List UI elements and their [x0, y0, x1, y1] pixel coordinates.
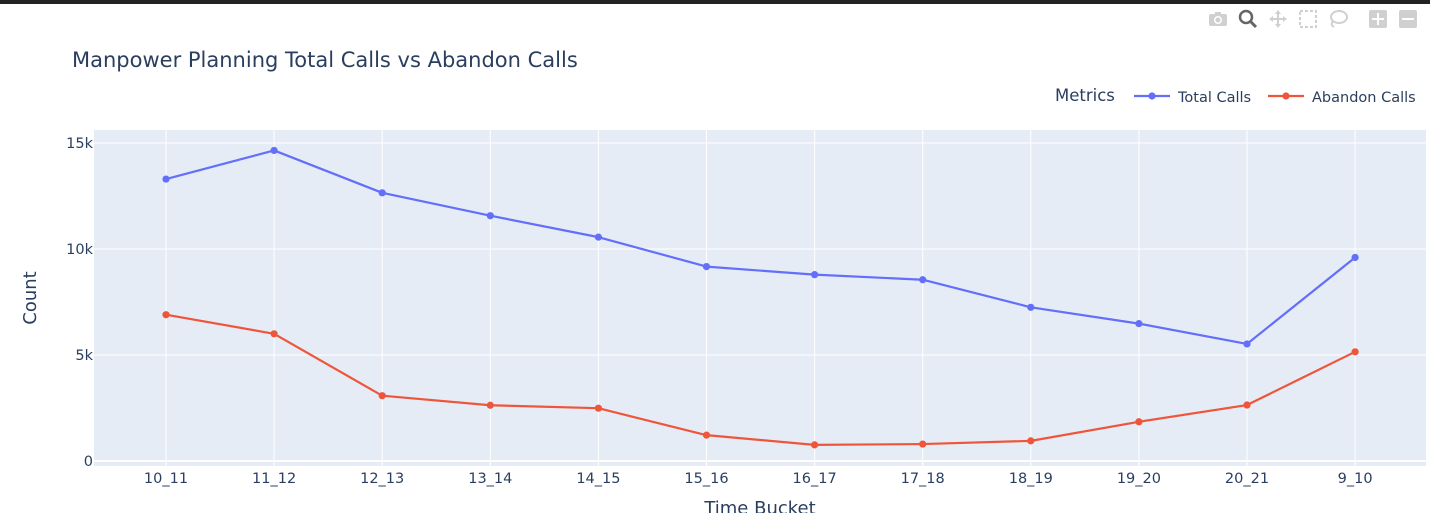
x-axis-ticks: 10_11 11_12 12_13 13_14 14_15 15_16 16_17 17_18…: [144, 471, 1373, 487]
y-tick-label: 15k: [66, 136, 93, 152]
zoom-out-icon[interactable]: [1394, 8, 1422, 30]
data-point-abandon-calls[interactable]: [1351, 348, 1359, 356]
data-point-abandon-calls[interactable]: [162, 311, 170, 319]
series-line-abandon-calls: [165, 313, 1356, 446]
data-point-abandon-calls[interactable]: [594, 404, 603, 412]
chart-title: Manpower Planning Total Calls vs Abandon…: [72, 48, 578, 72]
zoom-icon[interactable]: [1234, 8, 1262, 30]
x-tick-label: 9_10: [1338, 471, 1373, 487]
data-point-total-calls[interactable]: [594, 233, 603, 241]
data-point-total-calls[interactable]: [1351, 253, 1359, 262]
data-point-abandon-calls[interactable]: [1243, 401, 1251, 409]
series: [162, 146, 1359, 449]
x-tick-label: 19_20: [1117, 471, 1161, 487]
lasso-icon[interactable]: [1324, 8, 1352, 30]
data-point-abandon-calls[interactable]: [486, 401, 494, 409]
data-point-abandon-calls[interactable]: [1027, 437, 1035, 445]
y-tick-label: 0: [84, 454, 93, 470]
x-tick-label: 13_14: [468, 471, 512, 487]
x-axis-title: Time Bucket: [703, 498, 815, 513]
data-point-total-calls[interactable]: [270, 146, 278, 155]
legend-label: Total Calls: [1177, 90, 1251, 106]
legend: Metrics Total Calls Abandon Calls: [1055, 86, 1416, 106]
data-point-total-calls[interactable]: [1027, 303, 1035, 311]
legend-item-total-calls[interactable]: Total Calls: [1134, 90, 1251, 106]
data-point-abandon-calls[interactable]: [919, 440, 927, 448]
x-tick-label: 12_13: [360, 471, 404, 487]
data-point-total-calls[interactable]: [378, 189, 386, 197]
legend-swatch-marker: [1148, 92, 1156, 100]
zoom-in-icon[interactable]: [1364, 8, 1392, 30]
modebar: [1204, 8, 1422, 30]
x-tick-label: 16_17: [793, 471, 837, 487]
legend-title: Metrics: [1055, 86, 1115, 105]
camera-icon[interactable]: [1204, 8, 1232, 30]
plot-area[interactable]: [94, 130, 1426, 466]
y-tick-label: 10k: [66, 242, 93, 258]
data-point-abandon-calls[interactable]: [811, 441, 819, 449]
legend-item-abandon-calls[interactable]: Abandon Calls: [1268, 90, 1416, 106]
x-tick-label: 15_16: [684, 471, 728, 487]
series-line-total-calls: [165, 149, 1356, 346]
data-point-total-calls[interactable]: [486, 212, 494, 220]
data-point-total-calls[interactable]: [162, 175, 170, 183]
data-point-total-calls[interactable]: [702, 262, 711, 271]
x-tick-label: 17_18: [901, 471, 945, 487]
y-tick-label: 5k: [75, 348, 93, 364]
legend-swatch-marker: [1282, 92, 1290, 100]
window-top-border: [0, 0, 1430, 4]
data-point-abandon-calls[interactable]: [270, 330, 278, 338]
data-point-total-calls[interactable]: [1135, 320, 1143, 328]
data-point-abandon-calls[interactable]: [378, 392, 386, 400]
x-tick-label: 14_15: [576, 471, 620, 487]
data-point-total-calls[interactable]: [1243, 340, 1251, 348]
box-select-icon[interactable]: [1294, 8, 1322, 30]
data-point-abandon-calls[interactable]: [702, 431, 711, 439]
y-axis-title: Count: [20, 271, 41, 324]
data-point-abandon-calls[interactable]: [1135, 418, 1143, 426]
y-axis-ticks: 0 5k 10k 15k: [66, 136, 93, 470]
x-tick-label: 11_12: [252, 471, 296, 487]
legend-label: Abandon Calls: [1312, 90, 1416, 106]
x-tick-label: 20_21: [1225, 471, 1269, 487]
data-point-total-calls[interactable]: [811, 271, 819, 279]
pan-icon[interactable]: [1264, 8, 1292, 30]
data-point-total-calls[interactable]: [919, 276, 927, 284]
gridlines: [94, 130, 1426, 466]
x-tick-label: 18_19: [1009, 471, 1053, 487]
x-tick-label: 10_11: [144, 471, 188, 487]
